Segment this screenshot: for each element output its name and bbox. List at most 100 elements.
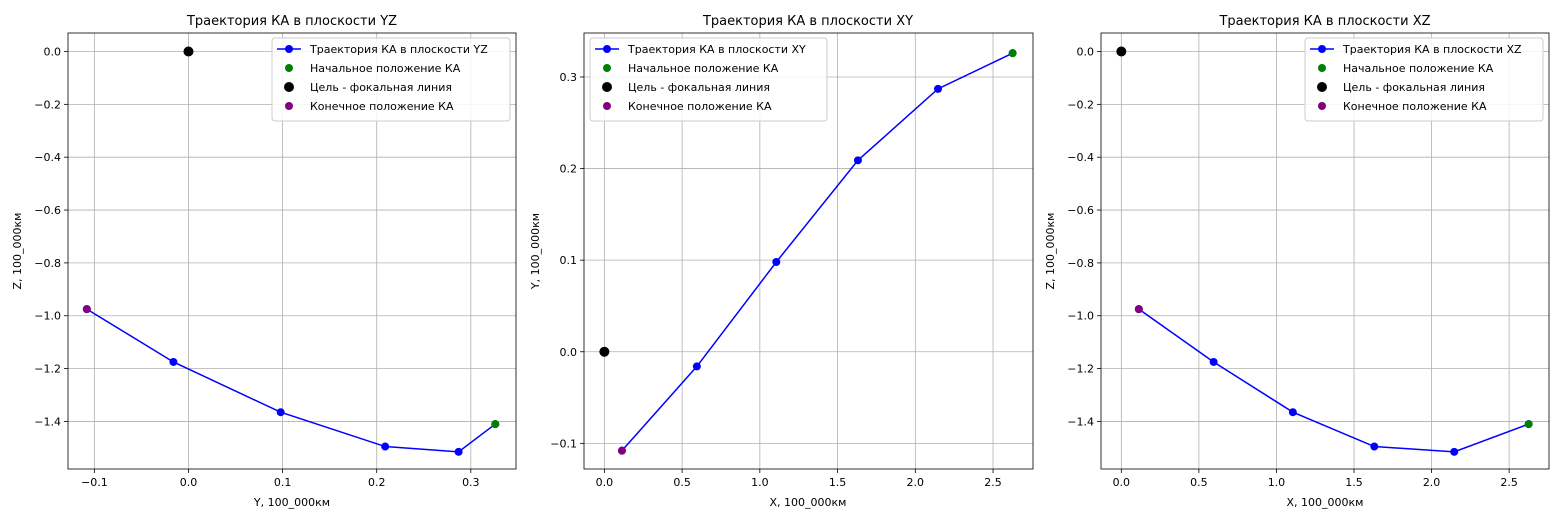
legend-marker	[285, 64, 293, 72]
y-tick-label: −1.0	[1067, 310, 1094, 323]
y-tick-label: −1.2	[34, 363, 61, 376]
chart-xy: Траектория КА в плоскости XY X, 100_000к…	[529, 14, 1034, 509]
trajectory-point	[454, 447, 463, 456]
y-tick-label: 0.0	[1077, 45, 1095, 58]
trajectory-point	[934, 84, 943, 93]
y-tick-label: 0.2	[560, 163, 578, 176]
trajectory-point	[1288, 408, 1297, 417]
y-tick-label: −0.8	[34, 257, 61, 270]
trajectory-point	[1370, 442, 1379, 451]
legend: Траектория КА в плоскости XY Начальное по…	[589, 37, 828, 122]
x-tick-label: 1.0	[1268, 476, 1286, 489]
x-axis-label: X, 100_000км	[770, 496, 847, 509]
trajectory-point	[853, 156, 862, 165]
legend-label: Траектория КА в плоскости XZ	[1342, 43, 1522, 56]
x-tick-label: 0.1	[274, 476, 292, 489]
x-ticks: 0.0 0.5 1.0 1.5 2.0 2.5	[1113, 469, 1518, 489]
y-tick-label: −1.4	[34, 415, 61, 428]
y-tick-label: −0.4	[1067, 151, 1094, 164]
legend-marker	[1318, 64, 1326, 72]
series	[599, 49, 1017, 455]
legend: Траектория КА в плоскости YZ Начальное по…	[271, 37, 511, 122]
legend-label: Конечное положение КА	[628, 100, 772, 113]
y-axis-label: Z, 100_000км	[11, 213, 24, 290]
y-tick-label: −0.2	[1067, 98, 1094, 111]
chart-title: Траектория КА в плоскости YZ	[186, 14, 397, 29]
y-tick-label: −0.2	[34, 98, 61, 111]
axes-frame	[1100, 32, 1550, 470]
legend-marker	[602, 82, 612, 92]
legend-label: Конечное положение КА	[1343, 100, 1487, 113]
y-tick-label: −0.1	[550, 437, 577, 450]
trajectory-point	[692, 362, 701, 371]
y-tick-label: −0.6	[34, 204, 61, 217]
x-axis-label: X, 100_000км	[1287, 496, 1364, 509]
y-tick-label: −0.4	[34, 151, 61, 164]
x-tick-label: 2.0	[907, 476, 925, 489]
end-point	[617, 446, 626, 455]
trajectory-point	[1450, 447, 1459, 456]
legend-label: Конечное положение КА	[310, 100, 454, 113]
trajectory-point	[772, 257, 781, 266]
legend-box	[271, 37, 511, 122]
y-ticks: −1.4 −1.2 −1.0 −0.8 −0.6 −0.4 −0.2 0.0	[34, 45, 68, 428]
grid	[1101, 33, 1549, 469]
y-tick-label: −1.2	[1067, 363, 1094, 376]
start-point	[491, 420, 500, 429]
legend-label: Цель - фокальная линия	[628, 81, 770, 94]
x-tick-label: 2.0	[1423, 476, 1441, 489]
trajectory-point	[169, 357, 178, 366]
legend-label: Начальное положение КА	[628, 62, 779, 75]
legend-label: Начальное положение КА	[310, 62, 461, 75]
trajectory-point	[276, 408, 285, 417]
x-tick-label: 0.5	[1190, 476, 1208, 489]
x-tick-label: 0.5	[673, 476, 691, 489]
y-axis-label: Z, 100_000км	[1044, 213, 1057, 290]
legend-marker	[603, 102, 611, 110]
y-axis-label: Y, 100_000км	[529, 213, 542, 290]
series	[1116, 46, 1533, 456]
y-tick-label: −1.0	[34, 310, 61, 323]
plot-area: −0.1 0.0 0.1 0.2 0.3 −1.4 −1.2 −1.0 −0.8 −0.6 −0.4…	[34, 32, 517, 489]
trajectory-point	[1209, 357, 1218, 366]
y-tick-label: −0.8	[1067, 257, 1094, 270]
x-tick-label: 0.0	[1113, 476, 1131, 489]
axes-frame	[67, 32, 517, 470]
legend-marker	[1318, 45, 1326, 53]
legend-label: Траектория КА в плоскости YZ	[309, 43, 488, 56]
trajectory-point	[381, 442, 390, 451]
legend-label: Траектория КА в плоскости XY	[627, 43, 806, 56]
start-point	[1008, 49, 1017, 58]
legend-marker	[285, 45, 293, 53]
target-point	[183, 46, 194, 57]
legend: Траектория КА в плоскости XZ Начальное по…	[1304, 37, 1544, 122]
legend-marker	[285, 102, 293, 110]
start-point	[1524, 420, 1533, 429]
legend-marker	[1317, 82, 1327, 92]
plot-area: 0.0 0.5 1.0 1.5 2.0 2.5 −1.4 −1.2 −1.0 −0.8 −0.6 −0…	[1067, 32, 1550, 489]
x-tick-label: 2.5	[1500, 476, 1518, 489]
end-point	[82, 305, 91, 314]
chart-title: Траектория КА в плоскости XZ	[1218, 14, 1430, 29]
series	[82, 46, 500, 456]
x-tick-label: −0.1	[81, 476, 108, 489]
y-tick-label: 0.0	[560, 346, 578, 359]
legend-label: Начальное положение КА	[1343, 62, 1494, 75]
trajectory-line	[621, 52, 1013, 452]
legend-marker	[1318, 102, 1326, 110]
chart-title: Траектория КА в плоскости XY	[702, 14, 913, 29]
x-ticks: 0.0 0.5 1.0 1.5 2.0 2.5	[596, 469, 1002, 489]
legend-box	[589, 37, 828, 122]
legend-label: Цель - фокальная линия	[1343, 81, 1485, 94]
end-point	[1134, 305, 1143, 314]
target-point	[599, 346, 610, 357]
x-tick-label: 0.2	[368, 476, 386, 489]
x-tick-label: 0.3	[462, 476, 480, 489]
axes-frame	[583, 32, 1034, 470]
y-tick-label: 0.3	[560, 71, 578, 84]
plot-area: 0.0 0.5 1.0 1.5 2.0 2.5 −0.1 0.0 0.1 0.2 0.3 Траект…	[550, 32, 1034, 489]
x-axis-label: Y, 100_000км	[253, 496, 330, 509]
x-tick-label: 1.0	[751, 476, 769, 489]
trajectory-line	[1138, 308, 1529, 453]
